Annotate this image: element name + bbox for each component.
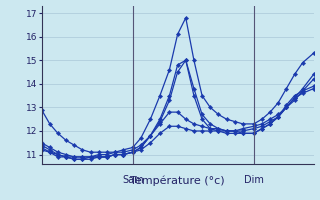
- Text: Sam: Sam: [122, 175, 144, 185]
- X-axis label: Température (°c): Température (°c): [130, 175, 225, 186]
- Text: Dim: Dim: [244, 175, 264, 185]
